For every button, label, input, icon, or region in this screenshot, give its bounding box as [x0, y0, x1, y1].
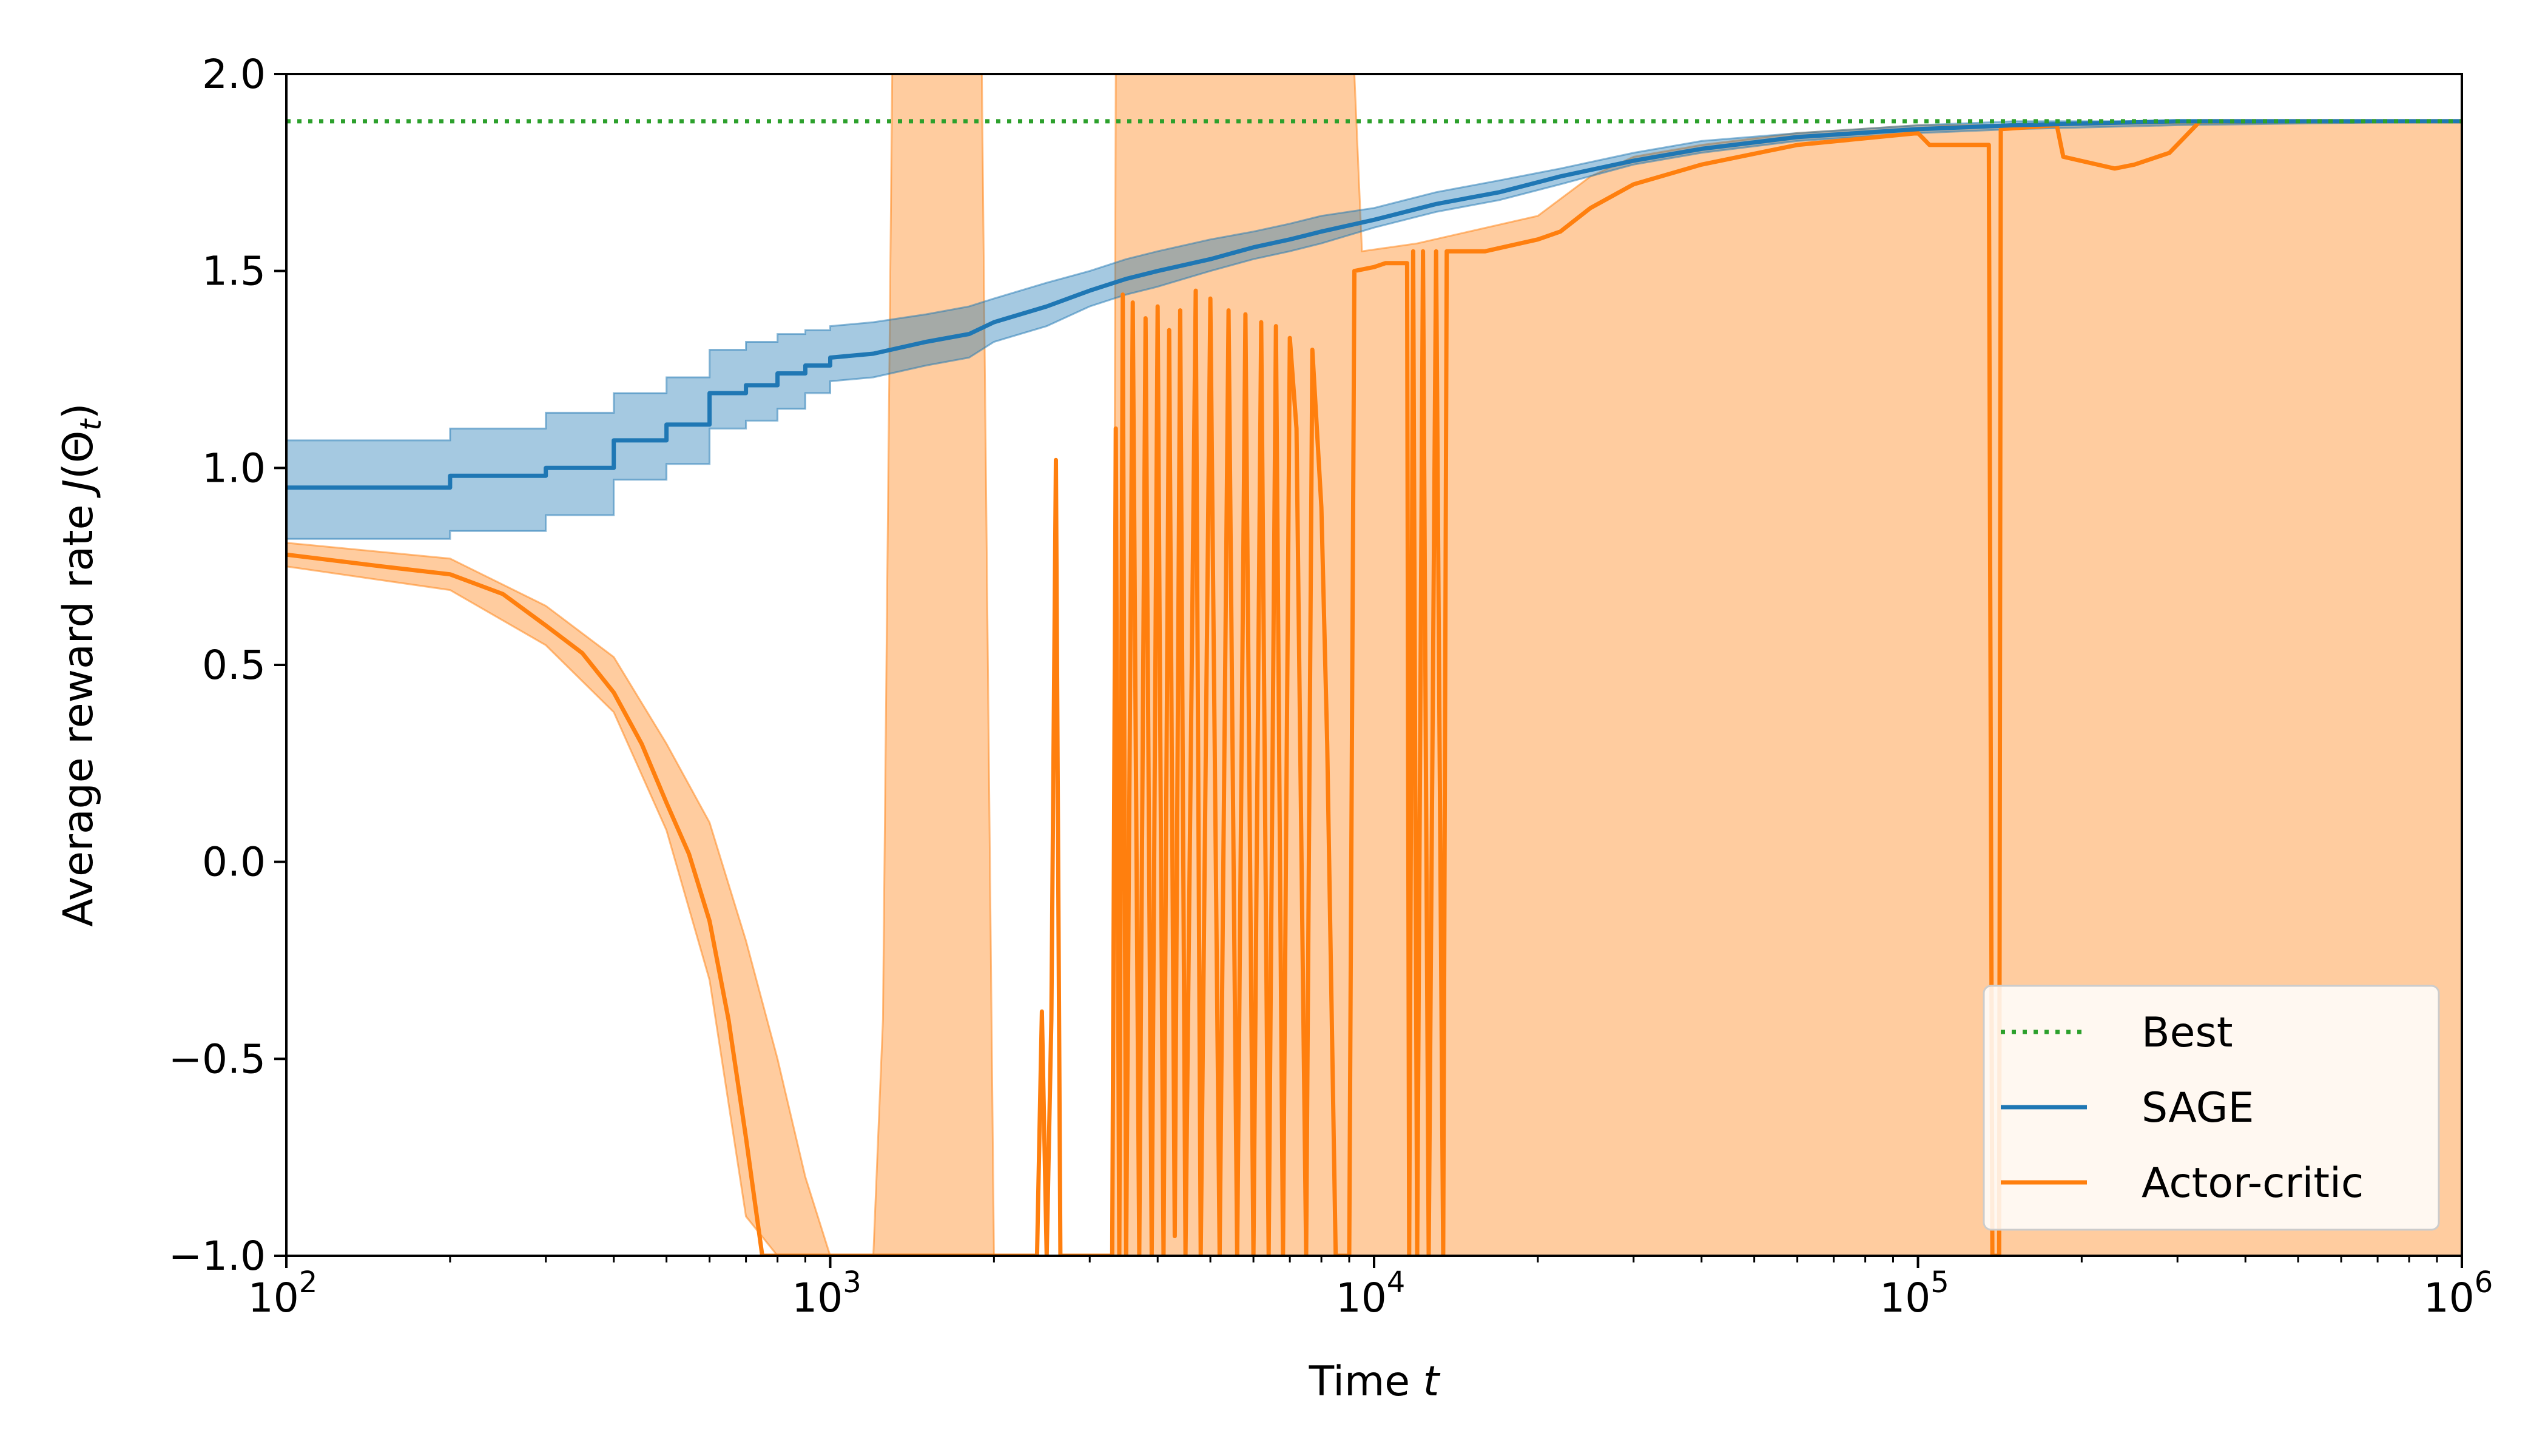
x-axis-label-var: t: [1423, 1358, 1441, 1406]
x-tick-exponent: 4: [1387, 1266, 1406, 1299]
legend-label: Best: [2142, 1009, 2233, 1057]
y-tick-label: 1.0: [202, 445, 266, 491]
y-tick-label: 1.5: [202, 248, 266, 295]
x-tick-exponent: 3: [843, 1266, 861, 1299]
y-axis-label-subscript: t: [74, 418, 108, 431]
legend-box: [1983, 985, 2440, 1231]
y-tick-label: 0.0: [202, 839, 266, 886]
sage-line: [286, 119, 2462, 490]
legend: Best SAGE Actor-critic: [1983, 985, 2440, 1231]
actor-critic-band: [286, 74, 2462, 1256]
y-axis-label-paren: (Θ: [55, 431, 103, 479]
plot-data-layer: [286, 74, 2462, 1256]
legend-label: SAGE: [2142, 1084, 2254, 1132]
y-tick-label: −0.5: [169, 1036, 266, 1082]
y-axis-label-text: Average reward rate: [55, 491, 103, 927]
x-axis-label-text: Time: [1309, 1358, 1423, 1406]
x-tick-exponent: 5: [1930, 1266, 1949, 1299]
x-tick-label: 103: [792, 1266, 861, 1321]
x-tick-exponent: 6: [2475, 1266, 2493, 1299]
y-tick-label: 0.5: [202, 642, 266, 689]
x-tick-label: 104: [1336, 1266, 1406, 1321]
y-axis-label: Average reward rate J(Θt): [55, 403, 108, 926]
y-axis-label-close: ): [55, 403, 103, 419]
legend-label: Actor-critic: [2142, 1159, 2364, 1207]
y-tick-label: −1.0: [169, 1233, 266, 1279]
x-tick-exponent: 2: [299, 1266, 318, 1299]
x-axis-label: Time t: [1309, 1358, 1441, 1406]
y-tick-label: 2.0: [202, 51, 266, 98]
actor-critic-line: [286, 119, 2462, 1256]
